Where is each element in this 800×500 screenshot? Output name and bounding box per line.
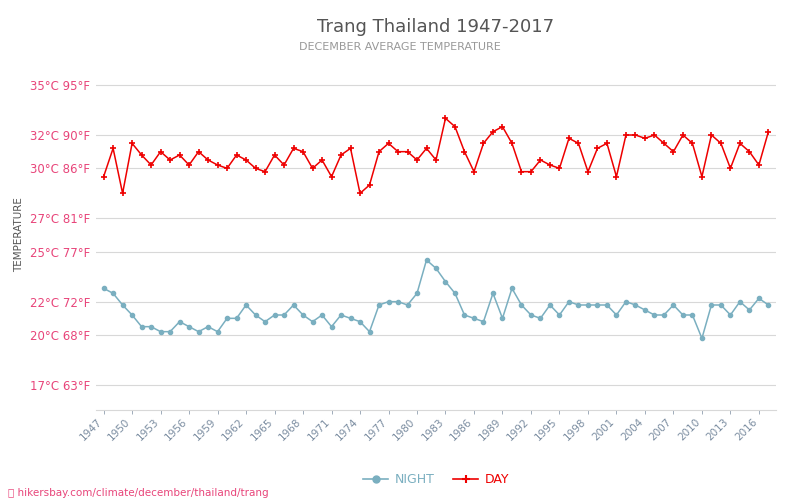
Y-axis label: TEMPERATURE: TEMPERATURE: [14, 198, 25, 272]
Legend: NIGHT, DAY: NIGHT, DAY: [358, 468, 514, 491]
Text: DECEMBER AVERAGE TEMPERATURE: DECEMBER AVERAGE TEMPERATURE: [299, 42, 501, 52]
Title: Trang Thailand 1947-2017: Trang Thailand 1947-2017: [318, 18, 554, 36]
Text: 📍 hikersbay.com/climate/december/thailand/trang: 📍 hikersbay.com/climate/december/thailan…: [8, 488, 269, 498]
